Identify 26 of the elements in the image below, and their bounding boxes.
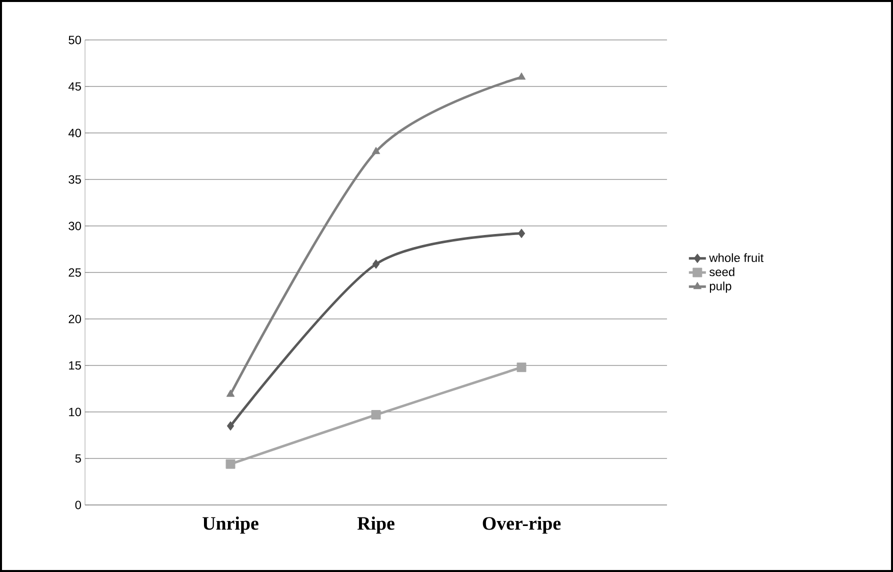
legend-label: whole fruit <box>709 253 764 262</box>
y-tick-label: 20 <box>68 314 82 324</box>
legend-label: seed <box>709 267 734 276</box>
legend-label: pulp <box>710 282 732 293</box>
point <box>516 362 526 372</box>
x-tick-label: Ripe <box>357 516 394 534</box>
point <box>226 390 235 397</box>
point <box>371 410 381 420</box>
point <box>226 421 234 431</box>
y-tick-label: 25 <box>68 268 81 277</box>
point <box>226 459 236 469</box>
point <box>518 228 526 238</box>
y-tick-label: 50 <box>68 36 82 44</box>
y-tick-label: 10 <box>69 408 82 416</box>
point <box>372 146 380 154</box>
y-tick-label: 45 <box>68 82 81 91</box>
y-tick-label: 40 <box>68 128 82 138</box>
point <box>517 72 526 80</box>
y-tick-label: 30 <box>68 222 82 230</box>
x-tick-label: Unripe <box>202 516 258 534</box>
x-tick-label: Over-ripe <box>482 516 561 534</box>
y-tick-label: 15 <box>69 361 81 370</box>
y-tick-label: 35 <box>68 175 81 184</box>
y-tick-label: 5 <box>75 454 81 463</box>
point <box>372 259 380 269</box>
y-tick-label: 0 <box>75 500 82 510</box>
